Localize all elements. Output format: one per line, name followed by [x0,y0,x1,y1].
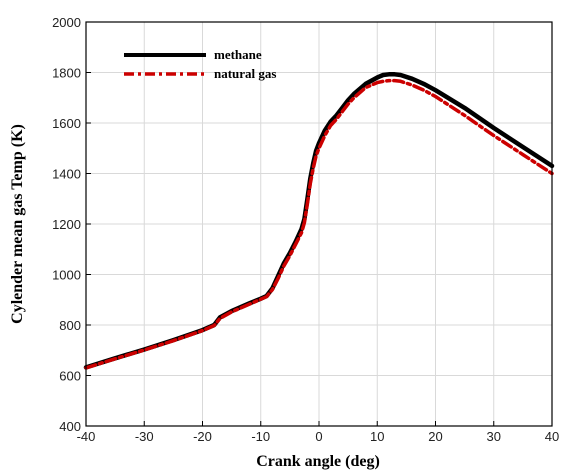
y-tick-label: 1000 [52,268,81,283]
series-lines [83,72,555,370]
x-tick-label: -10 [251,429,270,444]
series-line-natural-gas [84,78,554,370]
y-tick-label: 1800 [52,66,81,81]
x-axis-title: Crank angle (deg) [256,453,380,470]
x-tick-label: 30 [487,429,501,444]
x-tick-label: 20 [428,429,442,444]
y-tick-label: 800 [59,318,81,333]
y-tick-label: 400 [59,419,81,434]
x-tick-label: -40 [77,429,96,444]
y-tick-label: 1200 [52,217,81,232]
axis-ticks: -40 -30 -20 -10 0 10 20 30 40 400 600 800 1000 1200 14… [52,15,559,444]
y-tick-label: 2000 [52,15,81,30]
x-tick-label: 10 [370,429,384,444]
legend-label-methane: methane [214,47,262,62]
x-tick-label: 40 [545,429,559,444]
y-tick-label: 1600 [52,116,81,131]
legend: methane natural gas [124,47,276,81]
x-tick-label: -20 [193,429,212,444]
grid [85,21,553,427]
x-tick-label: -30 [135,429,154,444]
y-axis-title: Cylender mean gas Temp (K) [9,124,26,324]
legend-label-natural-gas: natural gas [214,66,276,81]
x-tick-label: 0 [315,429,322,444]
y-tick-label: 600 [59,369,81,384]
y-tick-label: 1400 [52,167,81,182]
